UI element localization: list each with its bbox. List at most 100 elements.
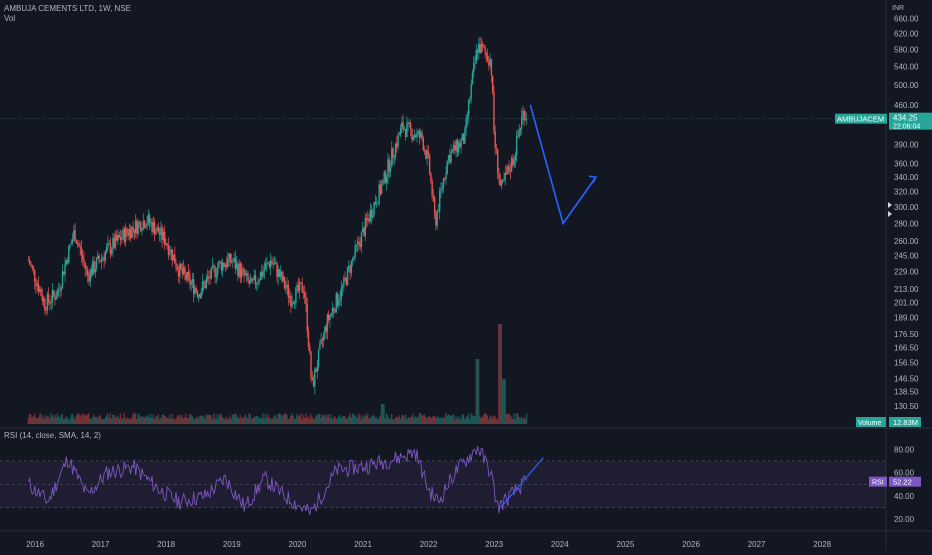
candle-body [64, 263, 66, 275]
volume-bar [184, 417, 186, 424]
volume-bar [31, 417, 33, 424]
candle-body [320, 339, 322, 344]
volume-bar [401, 415, 403, 424]
volume-bar [86, 414, 89, 424]
volume-bar [259, 418, 262, 424]
volume-bar [230, 418, 233, 424]
candle-body [105, 247, 108, 253]
candle-body [278, 269, 281, 277]
price-tick-label: 189.00 [894, 313, 919, 322]
candle-body [94, 268, 97, 273]
price-tick-label: 280.00 [894, 220, 919, 229]
volume-bar [173, 419, 176, 424]
candle-body [418, 130, 421, 138]
volume-bar [393, 419, 395, 424]
candle-body [512, 157, 514, 166]
candle-body [52, 290, 55, 296]
candle-body [171, 249, 173, 261]
volume-bar [160, 417, 162, 424]
candle-body [119, 237, 122, 241]
volume-bar [501, 379, 504, 424]
candle-body [391, 148, 393, 167]
volume-bar [349, 413, 351, 424]
candle-body [319, 343, 321, 350]
candle-body [513, 159, 515, 166]
volume-bar [191, 415, 193, 424]
volume-bar [370, 416, 373, 424]
candle-body [152, 222, 155, 232]
volume-bar [466, 416, 468, 424]
volume-bar [47, 416, 50, 424]
candle-body [497, 149, 499, 173]
candle-body [301, 283, 303, 293]
candle-body [219, 261, 221, 263]
volume-bar [348, 416, 350, 424]
candle-body [379, 184, 382, 194]
volume-bar [248, 413, 250, 424]
volume-bar [232, 414, 234, 424]
volume-bar [229, 415, 231, 424]
candle-body [465, 117, 467, 129]
candle-body [142, 220, 144, 230]
candle-body [111, 250, 113, 254]
volume-bar [194, 418, 196, 424]
candle-body [444, 178, 446, 180]
volume-bar [355, 416, 357, 424]
candle-body [505, 172, 508, 174]
price-tick-label: 460.00 [894, 101, 919, 110]
candle-body [493, 92, 495, 132]
volume-bar [443, 417, 446, 424]
volume-bar [107, 413, 109, 424]
candle-body [239, 263, 242, 278]
rsi-trendline[interactable] [500, 457, 544, 508]
volume-bar [504, 379, 506, 424]
projection-path[interactable] [529, 104, 597, 226]
price-tick-label: 300.00 [894, 203, 919, 212]
candle-body [99, 260, 102, 262]
candle-body [450, 151, 452, 163]
candle-body [225, 264, 228, 267]
candle-body [122, 229, 124, 238]
volume-bar [321, 414, 323, 424]
volume-bar [74, 418, 76, 424]
volume-bar [75, 415, 77, 424]
volume-bar [103, 419, 105, 424]
volume-bar [481, 416, 484, 424]
volume-badge-value-bg [889, 417, 921, 427]
candle-body [412, 137, 414, 140]
candle-body [491, 75, 494, 93]
volume-bar [123, 413, 125, 424]
volume-bar [435, 417, 437, 424]
volume-bar [124, 419, 127, 424]
candle-body [271, 260, 273, 264]
volume-bar [205, 414, 207, 424]
volume-bar [498, 324, 500, 424]
volume-bar [100, 418, 103, 424]
candle-body [502, 179, 504, 182]
candle-body [388, 159, 390, 172]
candle-body [436, 211, 438, 226]
volume-bar [319, 413, 321, 424]
volume-bar [408, 417, 410, 424]
candle-body [65, 260, 67, 264]
candle-body [423, 149, 426, 151]
volume-bar [132, 413, 134, 424]
price-badge-bg [889, 112, 932, 130]
volume-bar [314, 418, 316, 424]
candle-body [262, 271, 264, 277]
candle-body [138, 222, 141, 224]
candle-body [108, 243, 110, 245]
candle-body [473, 63, 475, 73]
volume-bar [65, 416, 67, 424]
candle-body [471, 72, 474, 85]
price-tick-label: 500.00 [894, 81, 919, 90]
volume-bar [476, 359, 479, 424]
volume-bar [41, 417, 43, 424]
candle-body [39, 288, 41, 292]
candle-body [107, 243, 109, 248]
volume-bar [147, 414, 149, 424]
candle-body [103, 257, 105, 261]
volume-bar [78, 413, 80, 424]
